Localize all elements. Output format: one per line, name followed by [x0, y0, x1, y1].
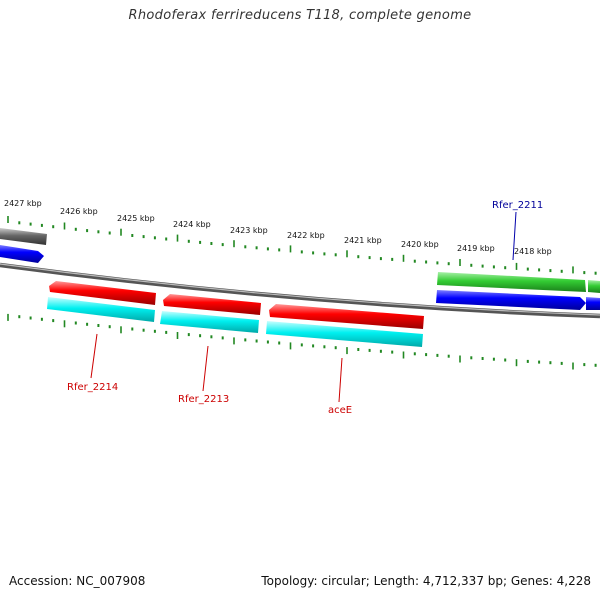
- scale-label-2424: 2424 kbp: [173, 220, 211, 229]
- leader-line-rfer2211: [512, 211, 517, 261]
- scale-label-2420: 2420 kbp: [401, 240, 439, 249]
- gene-arrow-red-rfer2213[interactable]: [163, 294, 261, 315]
- leader-line-acee: [338, 357, 343, 403]
- scale-label-2418: 2418 kbp: [514, 247, 552, 256]
- scale-label-2426: 2426 kbp: [60, 207, 98, 216]
- gene-label-rfer2211[interactable]: Rfer_2211: [492, 200, 543, 211]
- gene-feature-cyan-rfer2213[interactable]: [160, 311, 259, 333]
- gene-feature-cyan-acee[interactable]: [266, 321, 423, 347]
- gene-label-rfer2213[interactable]: Rfer_2213: [178, 394, 229, 405]
- gene-label-acee[interactable]: aceE: [328, 405, 352, 416]
- genome-backbone-highlight: [0, 263, 600, 316]
- leader-line-rfer2213: [202, 345, 209, 392]
- gene-label-rfer2214[interactable]: Rfer_2214: [67, 382, 118, 393]
- gene-arrow-blue-rfer2211[interactable]: [436, 290, 586, 310]
- gene-arrow-blue-left: [0, 245, 44, 263]
- scale-label-2425: 2425 kbp: [117, 214, 155, 223]
- gene-arrow-blue-right: [586, 297, 600, 310]
- gene-arrow-red-rfer2214[interactable]: [49, 281, 156, 305]
- gene-arrow-red-acee[interactable]: [269, 304, 424, 329]
- scale-ticks-upper: [7, 216, 597, 275]
- gene-feature-green-rfer2211[interactable]: [437, 272, 586, 292]
- scale-ticks-lower: [7, 313, 597, 370]
- scale-label-2421: 2421 kbp: [344, 236, 382, 245]
- gene-feature-gray-left: [0, 228, 47, 245]
- genome-backbone: [0, 262, 600, 319]
- gene-feature-cyan-rfer2214[interactable]: [47, 297, 155, 322]
- scale-label-2422: 2422 kbp: [287, 231, 325, 240]
- map-title: Rhodoferax ferrireducens T118, complete …: [128, 8, 472, 23]
- scale-label-2423: 2423 kbp: [230, 226, 268, 235]
- genome-summary-text: Topology: circular; Length: 4,712,337 bp…: [261, 574, 591, 588]
- scale-label-2427: 2427 kbp: [4, 199, 42, 208]
- leader-line-rfer2214: [90, 333, 98, 379]
- scale-label-2419: 2419 kbp: [457, 244, 495, 253]
- scale-labels: 2427 kbp 2426 kbp 2425 kbp 2424 kbp 2423…: [4, 199, 552, 256]
- accession-text: Accession: NC_007908: [9, 574, 146, 588]
- gene-feature-green-right: [588, 280, 600, 293]
